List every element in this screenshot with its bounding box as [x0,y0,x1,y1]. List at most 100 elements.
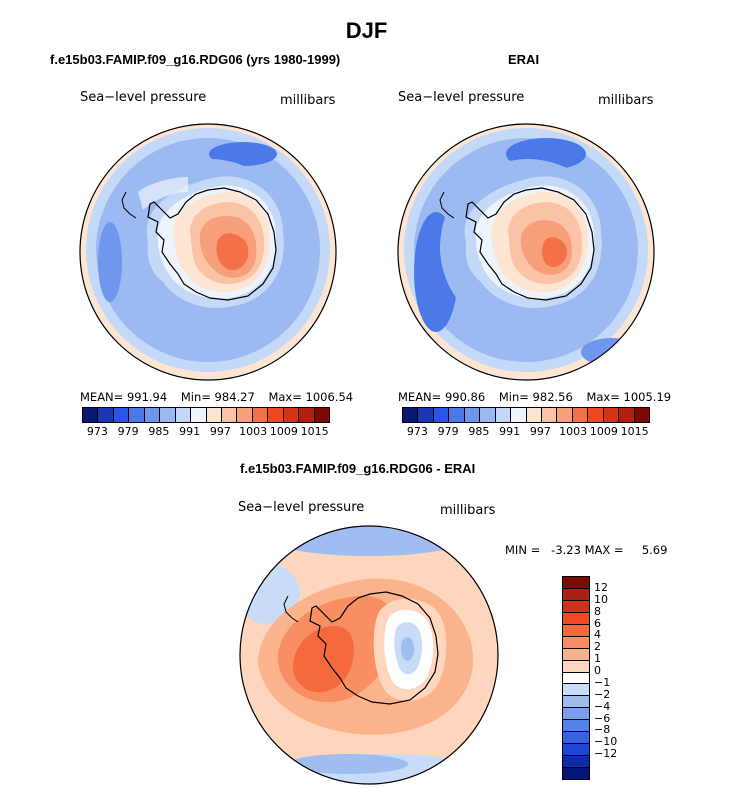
panel1-colorbar-swatch-5 [160,408,176,422]
panel1-colorbar-tick-label: 997 [209,425,231,438]
panel3-colorbar-ticks: 12 10 8 6 4 2 1 0 −1 −2 −4 −6 −8 −10 −12 [594,576,634,778]
panel3-colorbar-swatch-0 [563,577,589,589]
panel2-colorbar-tick-label: 991 [499,425,521,438]
panel2-band-9 [542,237,567,268]
panel3-colorbar-tick-label: −6 [594,711,611,725]
panel2-colorbar-swatch-4 [464,408,481,422]
panel1-colorbar-swatch-10 [237,408,253,422]
panel1-colorbar-tick-label: 1003 [239,425,268,438]
panel3-colorbar-swatch-9 [563,684,589,697]
panel2-units-label: millibars [598,93,654,108]
panel2-colorbar-tick-label: 979 [437,425,459,438]
panel3-colorbar-tick-label: 10 [594,592,608,606]
panel1-title: f.e15b03.FAMIP.f09_g16.RDG06 (yrs 1980-1… [50,52,341,67]
panel2-colorbar-swatch-7 [511,408,527,422]
panel3-colorbar-swatch-15 [563,756,589,768]
panel1-coastline [147,187,277,301]
panel1-colorbar-tick-label: 1009 [269,425,298,438]
panel2-stats: MEAN= 990.86 Min= 982.56 Max= 1005.19 [398,390,681,404]
panel2-polar-map [397,123,655,381]
panel2-map-border [397,123,655,381]
panel2-colorbar-swatch-12 [588,408,604,422]
panel1-colorbar-swatch-12 [268,408,284,422]
panel2-colorbar-tick-label: 985 [468,425,490,438]
panel3-colorbar-tick-label: −2 [594,687,611,701]
panel1-polar-map [79,123,337,381]
panel3-colorbar-swatch-13 [563,732,589,745]
panel2-min: Min= 982.56 [498,390,573,404]
panel3-colorbar-swatch-12 [563,720,589,733]
panel1-island-coast [121,191,137,219]
panel1-colorbar-swatch-0 [83,408,99,422]
panel2-colorbar-tick-label: 1009 [589,425,618,438]
panel1-peninsula-band [138,177,188,210]
panel1-colorbar-swatch-1 [98,408,114,422]
panel1-variable-label: Sea−level pressure [80,90,207,105]
panel1-min: Min= 984.27 [180,390,255,404]
panel3-colorbar-tick-label: 4 [594,628,601,642]
panel1-colorbar-tick-label: 1015 [300,425,329,438]
panel2-colorbar-swatch-14 [619,408,635,422]
panel3-colorbar-tick-label: 0 [594,664,601,678]
panel2-colorbar-tick-label: 1015 [620,425,649,438]
panel1-colorbar-swatch-11 [252,408,269,422]
panel3-colorbar-tick-label: −10 [594,735,618,749]
panel3-colorbar-tick-label: −12 [594,747,618,761]
panel3-colorbar-tick-label: 8 [594,604,601,618]
panel1-colorbar [82,407,330,423]
panel2-colorbar [402,407,650,423]
panel2-max: Max= 1005.19 [586,390,672,404]
panel3-colorbar-tick-label: −8 [594,723,611,737]
panel3-colorbar-tick-label: 12 [594,580,608,594]
panel3-colorbar-swatch-14 [563,744,589,757]
panel1-colorbar-swatch-13 [283,408,300,422]
panel3-low-north [259,526,479,556]
panel2-coastline [465,187,595,301]
panel3-colorbar-swatch-11 [563,708,589,721]
panel3-colorbar [562,576,590,780]
panel2-colorbar-tick-label: 997 [529,425,551,438]
panel2-low-south [581,338,641,366]
panel3-map-border [239,525,499,785]
panel3-colorbar-tick-label: −4 [594,699,611,713]
panel3-colorbar-tick-label: 1 [594,652,601,666]
panel3-title: f.e15b03.FAMIP.f09_g16.RDG06 - ERAI [240,461,476,476]
panel3-colorbar-swatch-3 [563,612,589,625]
panel1-colorbar-swatch-8 [206,408,222,422]
panel1-stats: MEAN= 991.94 Min= 984.27 Max= 1006.54 [80,390,363,404]
panel3-colorbar-swatch-5 [563,636,589,649]
panel1-colorbar-swatch-4 [144,408,161,422]
panel1-colorbar-swatch-15 [314,408,329,422]
panel1-colorbar-swatch-2 [113,408,130,422]
panel2-colorbar-tick-label: 973 [406,425,428,438]
panel1-colorbar-swatch-14 [299,408,315,422]
panel3-polar-map [239,525,499,785]
panel2-colorbar-swatch-15 [634,408,649,422]
panel1-band-9 [216,233,249,271]
panel3-band-minus2 [401,637,415,662]
panel2-mean: MEAN= 990.86 [398,390,486,404]
panel2-colorbar-swatch-11 [572,408,589,422]
panel2-variable-label: Sea−level pressure [398,90,525,105]
panel2-colorbar-swatch-5 [480,408,496,422]
panel2-colorbar-swatch-0 [403,408,419,422]
panel1-colorbar-tick-label: 973 [86,425,108,438]
panel3-minmax: MIN = -3.23 MAX = 5.69 [505,543,668,557]
panel1-colorbar-swatch-9 [221,408,238,422]
panel1-colorbar-swatch-6 [175,408,192,422]
panel2-colorbar-ticks: 973 979 985 991 997 1003 1009 1015 [402,425,649,439]
panel1-colorbar-tick-label: 985 [148,425,170,438]
panel1-colorbar-tick-label: 979 [117,425,139,438]
panel1-colorbar-swatch-3 [129,408,145,422]
panel3-colorbar-tick-label: −1 [594,675,611,689]
panel1-units-label: millibars [280,93,336,108]
panel2-colorbar-swatch-1 [418,408,434,422]
panel2-colorbar-swatch-3 [449,408,465,422]
panel2-colorbar-swatch-8 [526,408,542,422]
panel3-coastline [309,591,439,705]
panel2-colorbar-tick-label: 1003 [559,425,588,438]
panel3-colorbar-swatch-7 [563,660,589,673]
panel2-colorbar-swatch-9 [541,408,558,422]
panel3-colorbar-swatch-4 [563,624,589,637]
panel2-colorbar-swatch-13 [603,408,620,422]
